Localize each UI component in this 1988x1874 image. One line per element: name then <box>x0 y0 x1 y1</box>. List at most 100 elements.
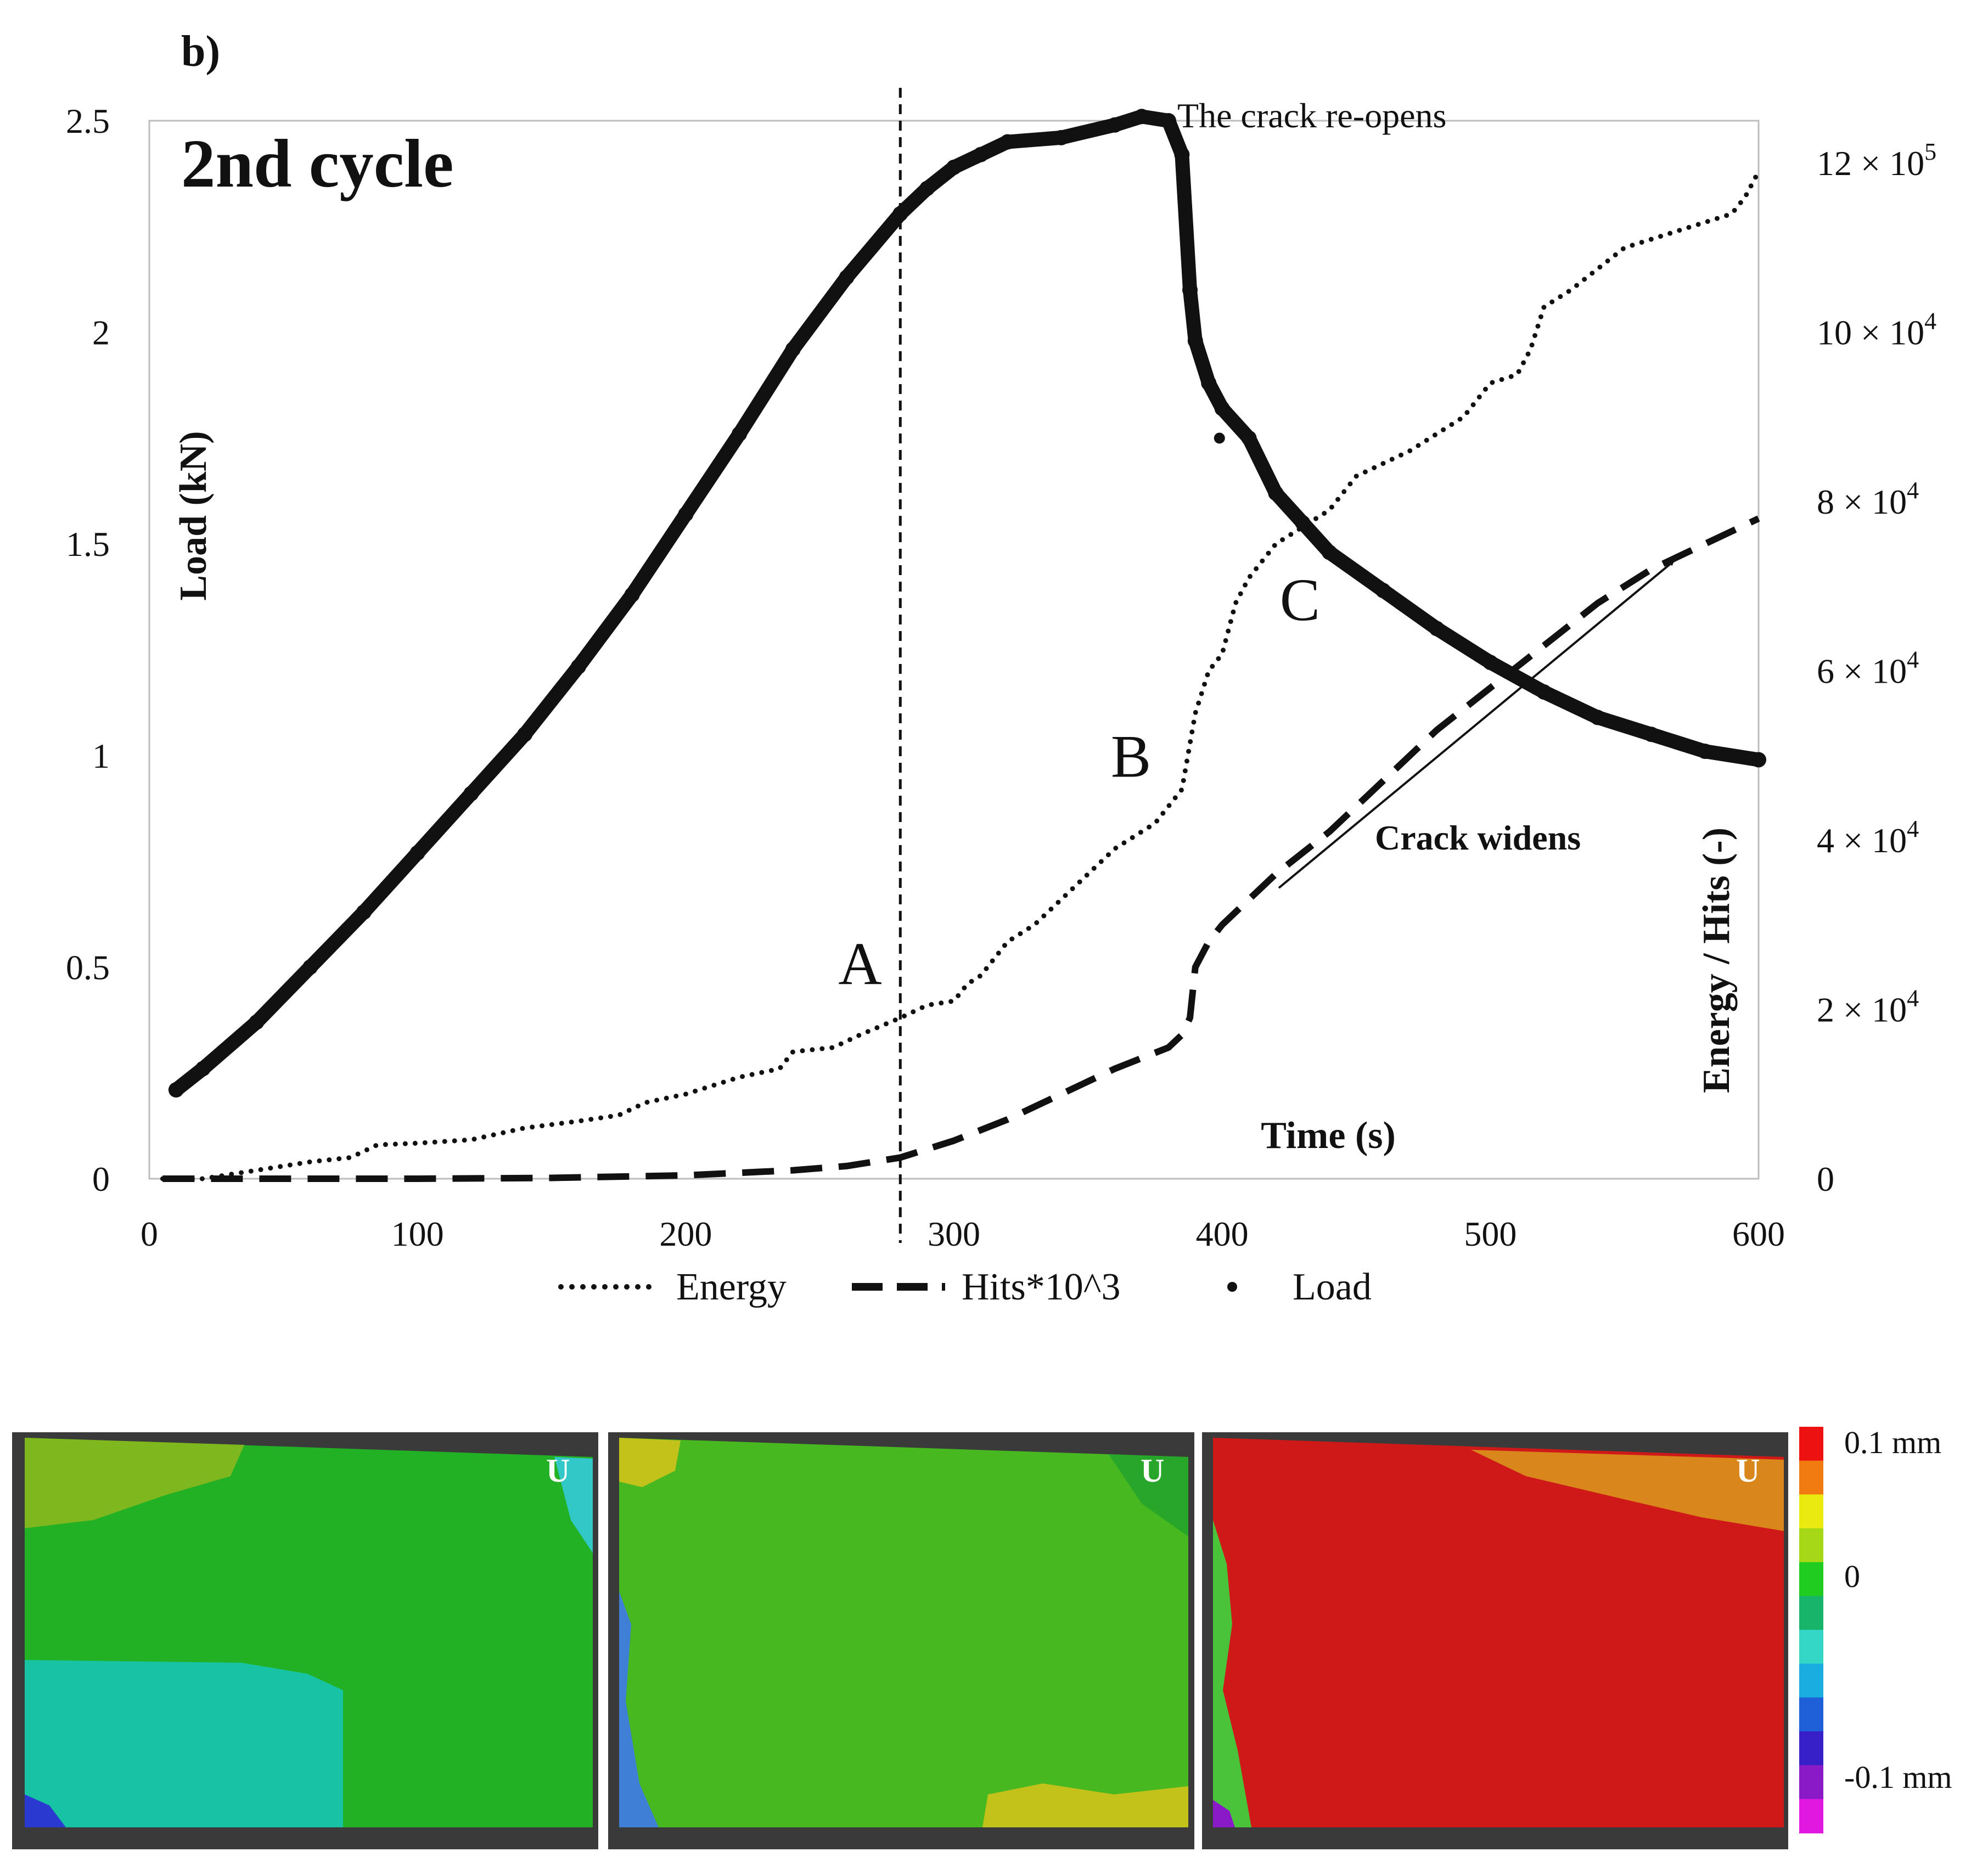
colorbar-max-label: 0.1 mm <box>1844 1425 1941 1460</box>
x-tick-label: 200 <box>659 1214 712 1253</box>
point-label-a: A <box>838 930 881 997</box>
point-label-b: B <box>1111 723 1151 790</box>
legend: Energy Hits*10^3 Load <box>558 1266 1372 1308</box>
colorbar-swatch <box>1799 1562 1823 1597</box>
chart: 2nd cycle Time (s) Load (kN) Energy / Hi… <box>66 88 1936 1253</box>
colorbar-swatch <box>1799 1596 1823 1630</box>
load-point <box>1697 744 1713 759</box>
dic-map-2-bottom-region <box>982 1783 1188 1827</box>
x-tick-label: 300 <box>928 1214 980 1253</box>
legend-energy-label: Energy <box>676 1266 787 1308</box>
load-point <box>624 587 640 603</box>
colorbar-swatch <box>1799 1663 1823 1698</box>
colorbar-swatch <box>1799 1731 1823 1766</box>
x-tick-label: 0 <box>141 1214 158 1253</box>
dic-map-3-label: U <box>1736 1453 1760 1489</box>
point-label-c: C <box>1280 566 1320 633</box>
load-point <box>1429 621 1445 637</box>
y-tick-label-right: 2 × 104 <box>1817 985 1919 1029</box>
dic-map-2-edge-region <box>1109 1454 1188 1537</box>
dic-map-2-left-region <box>619 1591 659 1827</box>
load-point <box>1134 109 1150 125</box>
colorbar-min-label: -0.1 mm <box>1844 1759 1952 1795</box>
dic-map-1-corner-region <box>25 1438 244 1528</box>
load-point <box>249 1014 265 1030</box>
y-tick-label-right: 8 × 104 <box>1817 477 1919 521</box>
load-point <box>302 959 318 975</box>
load-point <box>463 786 479 802</box>
x-tick-labels: 0 100 200 300 400 500 600 <box>141 1214 1785 1253</box>
load-point <box>168 1082 184 1098</box>
x-tick-label: 100 <box>391 1214 444 1253</box>
displacement-maps: U U U <box>12 1432 1788 1849</box>
colorbar-swatches <box>1799 1427 1823 1833</box>
dic-map-3-left-region <box>1213 1520 1251 1827</box>
dic-map-1-lower-region <box>25 1660 343 1827</box>
dic-map-3: U <box>1202 1432 1788 1849</box>
load-point <box>570 659 586 674</box>
y-tick-label-right: 6 × 104 <box>1817 646 1919 691</box>
legend-load-label: Load <box>1293 1266 1372 1308</box>
dic-map-3-corner-region <box>1471 1450 1784 1531</box>
colorbar: 0.1 mm 0 -0.1 mm <box>1799 1425 1952 1833</box>
series-layer <box>160 109 1766 1182</box>
y-tick-labels-right: 0 2 × 104 4 × 104 6 × 104 8 × 104 10 × 104 12 … <box>1817 138 1936 1198</box>
x-tick-label: 400 <box>1196 1214 1249 1253</box>
load-point <box>1590 710 1605 725</box>
load-point <box>1375 583 1391 599</box>
load-point <box>1643 727 1659 742</box>
legend-load-swatch <box>1227 1282 1237 1292</box>
load-point <box>356 904 372 920</box>
load-point <box>1214 401 1230 417</box>
y-tick-label-left: 1 <box>92 736 110 775</box>
load-point <box>1187 333 1203 349</box>
load-point <box>1182 282 1198 298</box>
y-tick-label-left: 0.5 <box>66 948 110 987</box>
load-point <box>1268 485 1284 501</box>
y-tick-label-left: 2 <box>92 313 110 352</box>
colorbar-swatch <box>1799 1427 1823 1461</box>
load-point <box>1482 655 1498 671</box>
chart-title: 2nd cycle <box>181 126 453 202</box>
load-point <box>195 1061 211 1077</box>
colorbar-swatch <box>1799 1630 1823 1664</box>
annotation-crack-reopens: The crack re-opens <box>1177 96 1446 135</box>
load-point <box>1536 684 1552 700</box>
annotation-crack-widens: Crack widens <box>1375 818 1581 857</box>
point-labels: A B C <box>838 566 1320 997</box>
colorbar-swatch <box>1799 1765 1823 1800</box>
y-tick-label-right: 12 × 105 <box>1817 138 1936 183</box>
dic-map-2-corner-region <box>619 1438 681 1487</box>
load-point <box>678 507 694 522</box>
colorbar-swatch <box>1799 1697 1823 1732</box>
y-tick-label-right: 0 <box>1817 1160 1834 1198</box>
load-point <box>892 206 908 222</box>
load-point <box>839 269 855 285</box>
load-point <box>1241 430 1257 446</box>
colorbar-swatch <box>1799 1494 1823 1529</box>
load-point <box>973 147 989 162</box>
load-point <box>1751 752 1766 768</box>
y-axis-label-right: Energy / Hits (-) <box>1695 828 1738 1093</box>
x-tick-label: 500 <box>1464 1214 1517 1253</box>
load-point <box>1107 117 1123 133</box>
dic-map-2: U <box>608 1432 1194 1849</box>
load-point <box>1295 515 1311 531</box>
y-tick-label-left: 2.5 <box>66 102 110 140</box>
dic-map-3-field <box>1213 1438 1784 1827</box>
y-tick-label-left: 0 <box>92 1160 110 1198</box>
load-point <box>999 134 1015 150</box>
y-tick-labels-left: 0 0.5 1 1.5 2 2.5 <box>66 102 110 1198</box>
colorbar-swatch <box>1799 1528 1823 1563</box>
load-point <box>1322 544 1338 560</box>
load-point <box>1201 375 1217 391</box>
colorbar-mid-label: 0 <box>1844 1558 1860 1594</box>
series-load-line <box>169 109 1766 1097</box>
y-tick-label-right: 4 × 104 <box>1817 815 1919 860</box>
x-tick-label: 600 <box>1732 1214 1785 1253</box>
load-point <box>517 727 533 742</box>
load-point <box>946 159 962 175</box>
crack-widens-arrow <box>1278 560 1675 889</box>
colorbar-swatch <box>1799 1799 1823 1833</box>
